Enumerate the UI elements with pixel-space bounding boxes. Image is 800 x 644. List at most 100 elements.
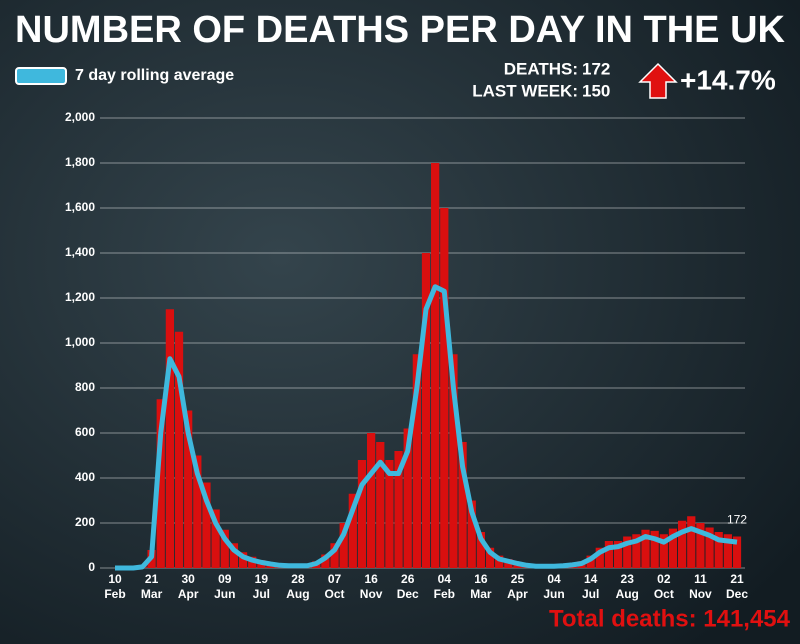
legend-label: 7 day rolling average	[75, 67, 234, 84]
x-tick-label: 25	[511, 572, 525, 586]
x-tick-month: Nov	[360, 587, 383, 601]
bar	[476, 532, 485, 568]
bar	[339, 523, 348, 568]
x-tick-month: Feb	[104, 587, 125, 601]
bar	[220, 529, 229, 568]
bar	[687, 516, 696, 568]
x-tick-month: Nov	[689, 587, 712, 601]
bar	[641, 529, 650, 568]
bar	[394, 451, 403, 568]
y-tick-label: 1,000	[65, 335, 95, 349]
y-tick-label: 200	[75, 515, 95, 529]
y-tick-label: 800	[75, 380, 95, 394]
bar	[330, 543, 339, 568]
bar	[440, 208, 449, 568]
bar	[156, 399, 165, 568]
bar	[449, 354, 458, 568]
x-tick-month: Oct	[325, 587, 345, 601]
total-deaths: Total deaths: 141,454	[549, 605, 791, 632]
bar	[412, 354, 421, 568]
bar	[604, 541, 614, 568]
bar	[174, 331, 184, 568]
x-tick-label: 09	[218, 572, 232, 586]
bar	[348, 493, 357, 568]
x-tick-month: Mar	[470, 587, 492, 601]
x-tick-month: Aug	[616, 587, 639, 601]
x-tick-month: Mar	[141, 587, 163, 601]
x-tick-label: 10	[108, 572, 122, 586]
bar	[659, 534, 668, 568]
x-tick-label: 02	[657, 572, 671, 586]
bar	[211, 509, 220, 568]
bar	[431, 163, 440, 568]
x-tick-month: Aug	[286, 587, 309, 601]
x-tick-month: Oct	[654, 587, 674, 601]
bar	[495, 555, 504, 568]
x-tick-label: 16	[474, 572, 488, 586]
bar	[367, 433, 376, 568]
bar	[632, 534, 641, 568]
deaths-label: DEATHS:	[504, 59, 578, 78]
bar	[613, 541, 623, 568]
x-tick-month: Feb	[434, 587, 455, 601]
bar	[165, 309, 174, 568]
x-tick-label: 14	[584, 572, 598, 586]
x-tick-month: Apr	[507, 587, 528, 601]
bar	[705, 527, 714, 568]
x-tick-label: 21	[145, 572, 159, 586]
bar	[668, 528, 678, 568]
y-tick-label: 400	[75, 470, 95, 484]
bar	[403, 428, 412, 568]
x-tick-month: Apr	[178, 587, 199, 601]
bar	[202, 482, 211, 568]
bar	[229, 543, 239, 568]
y-tick-label: 1,600	[65, 200, 95, 214]
x-tick-label: 19	[255, 572, 269, 586]
x-tick-label: 16	[364, 572, 378, 586]
rolling-average-line	[115, 284, 738, 571]
y-tick-label: 1,200	[65, 290, 95, 304]
y-tick-label: 2,000	[65, 110, 95, 124]
bar	[238, 552, 248, 568]
bar	[357, 460, 367, 568]
x-tick-month: Dec	[726, 587, 748, 601]
bar	[385, 460, 394, 568]
bar	[421, 253, 431, 568]
x-tick-month: Jul	[582, 587, 599, 601]
change: +14.7%	[680, 64, 776, 95]
y-tick-label: 600	[75, 425, 95, 439]
x-tick-label: 26	[401, 572, 415, 586]
bar	[595, 547, 604, 568]
up-arrow	[638, 62, 678, 99]
latest-label: 172	[727, 512, 747, 526]
deaths-value: 172	[582, 59, 610, 78]
y-tick-label: 1,400	[65, 245, 95, 259]
x-tick-label: 21	[730, 572, 744, 586]
x-tick-month: Jul	[253, 587, 270, 601]
bar	[714, 532, 723, 568]
bar	[458, 442, 467, 568]
x-tick-label: 07	[328, 572, 342, 586]
bar	[485, 547, 495, 568]
last-week-label: LAST WEEK:	[472, 81, 578, 100]
bar	[623, 536, 632, 568]
y-tick-label: 1,800	[65, 155, 95, 169]
x-tick-label: 30	[181, 572, 195, 586]
legend-swatch	[15, 67, 67, 85]
x-tick-label: 04	[547, 572, 561, 586]
y-tick-label: 0	[88, 560, 95, 574]
x-tick-month: Jun	[214, 587, 235, 601]
x-tick-label: 23	[621, 572, 635, 586]
x-tick-label: 04	[438, 572, 452, 586]
chart-title: NUMBER OF DEATHS PER DAY IN THE UK	[15, 9, 785, 51]
bar	[650, 530, 659, 568]
bar	[321, 554, 330, 568]
bar	[586, 555, 595, 568]
bar	[696, 523, 705, 568]
bar	[678, 520, 687, 568]
bar	[193, 455, 202, 568]
x-tick-month: Dec	[397, 587, 419, 601]
x-tick-month: Jun	[543, 587, 564, 601]
